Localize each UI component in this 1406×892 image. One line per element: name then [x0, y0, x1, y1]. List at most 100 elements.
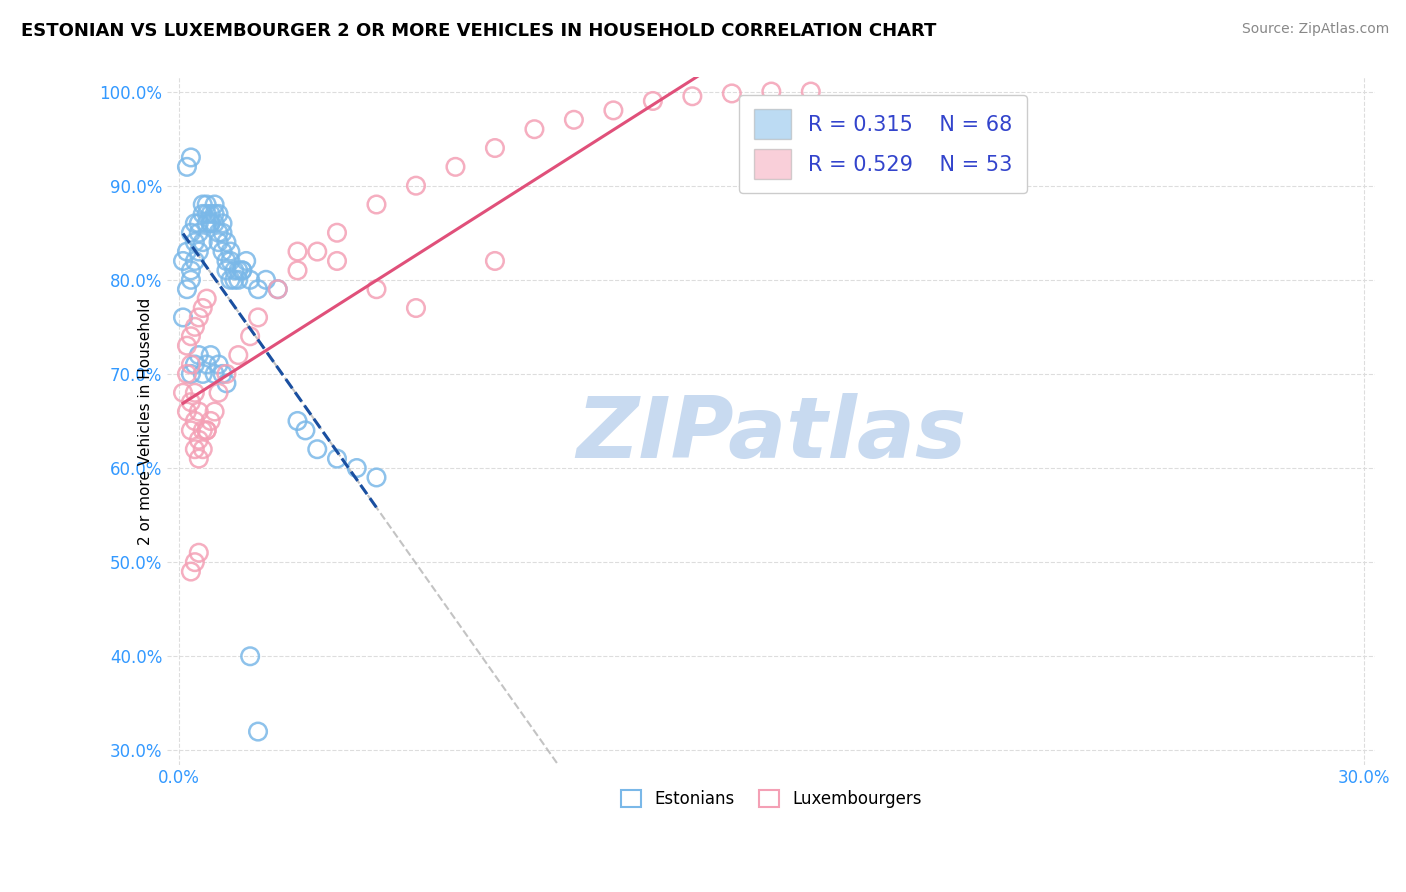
Point — [176, 244, 198, 259]
Point — [307, 244, 329, 259]
Point — [211, 367, 233, 381]
Point — [231, 263, 253, 277]
Point — [211, 244, 233, 259]
Point — [287, 244, 309, 259]
Point — [191, 207, 214, 221]
Point — [184, 216, 207, 230]
Point — [176, 404, 198, 418]
Point — [184, 555, 207, 569]
Point — [187, 216, 209, 230]
Point — [366, 197, 388, 211]
Point — [200, 216, 222, 230]
Point — [195, 423, 218, 437]
Point — [224, 263, 246, 277]
Point — [184, 414, 207, 428]
Point — [326, 226, 349, 240]
Point — [207, 358, 229, 372]
Point — [187, 451, 209, 466]
Point — [200, 348, 222, 362]
Point — [176, 339, 198, 353]
Point — [195, 292, 218, 306]
Point — [176, 282, 198, 296]
Point — [184, 319, 207, 334]
Point — [484, 254, 506, 268]
Point — [184, 385, 207, 400]
Point — [184, 358, 207, 372]
Point — [219, 273, 242, 287]
Point — [172, 310, 194, 325]
Point — [307, 442, 329, 457]
Point — [761, 85, 783, 99]
Point — [180, 395, 202, 409]
Point — [231, 263, 253, 277]
Point — [184, 235, 207, 249]
Point — [247, 282, 270, 296]
Point — [187, 546, 209, 560]
Point — [187, 433, 209, 447]
Point — [215, 376, 238, 391]
Point — [235, 254, 257, 268]
Point — [226, 273, 249, 287]
Point — [180, 151, 202, 165]
Point — [176, 160, 198, 174]
Point — [195, 216, 218, 230]
Point — [239, 273, 262, 287]
Point — [215, 263, 238, 277]
Point — [187, 310, 209, 325]
Point — [602, 103, 624, 118]
Point — [267, 282, 290, 296]
Point — [226, 263, 249, 277]
Point — [204, 404, 226, 418]
Point — [176, 367, 198, 381]
Legend: Estonians, Luxembourgers: Estonians, Luxembourgers — [614, 783, 929, 814]
Point — [204, 367, 226, 381]
Point — [191, 235, 214, 249]
Point — [187, 244, 209, 259]
Point — [226, 348, 249, 362]
Point — [187, 226, 209, 240]
Point — [191, 197, 214, 211]
Point — [211, 226, 233, 240]
Point — [195, 197, 218, 211]
Point — [195, 207, 218, 221]
Point — [681, 89, 703, 103]
Point — [287, 263, 309, 277]
Point — [219, 254, 242, 268]
Point — [247, 724, 270, 739]
Point — [180, 226, 202, 240]
Point — [180, 263, 202, 277]
Point — [172, 254, 194, 268]
Point — [247, 310, 270, 325]
Point — [195, 358, 218, 372]
Text: ESTONIAN VS LUXEMBOURGER 2 OR MORE VEHICLES IN HOUSEHOLD CORRELATION CHART: ESTONIAN VS LUXEMBOURGER 2 OR MORE VEHIC… — [21, 22, 936, 40]
Point — [191, 442, 214, 457]
Text: ZIPatlas: ZIPatlas — [576, 393, 966, 476]
Point — [484, 141, 506, 155]
Point — [187, 348, 209, 362]
Point — [366, 470, 388, 484]
Point — [204, 197, 226, 211]
Point — [287, 414, 309, 428]
Point — [207, 226, 229, 240]
Point — [200, 216, 222, 230]
Point — [267, 282, 290, 296]
Point — [191, 301, 214, 315]
Point — [207, 207, 229, 221]
Point — [207, 385, 229, 400]
Point — [180, 367, 202, 381]
Point — [200, 414, 222, 428]
Point — [191, 423, 214, 437]
Point — [294, 423, 316, 437]
Point — [184, 442, 207, 457]
Point — [187, 404, 209, 418]
Point — [215, 367, 238, 381]
Point — [184, 254, 207, 268]
Point — [180, 358, 202, 372]
Point — [254, 273, 277, 287]
Point — [200, 207, 222, 221]
Point — [366, 282, 388, 296]
Point — [239, 649, 262, 664]
Point — [346, 461, 368, 475]
Text: Source: ZipAtlas.com: Source: ZipAtlas.com — [1241, 22, 1389, 37]
Point — [207, 235, 229, 249]
